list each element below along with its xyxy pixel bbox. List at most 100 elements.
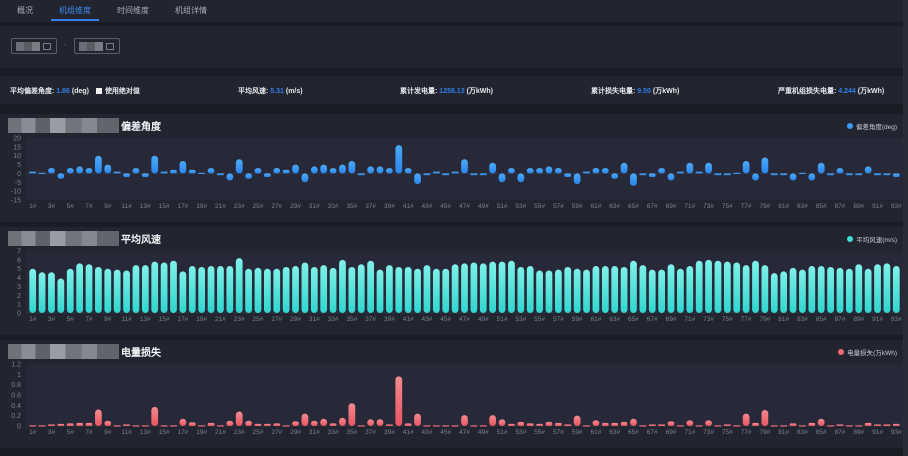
bar[interactable] [845,173,853,176]
bar[interactable] [592,266,600,313]
bar[interactable] [235,258,243,313]
bar[interactable] [517,421,525,426]
bar[interactable] [423,173,431,176]
bar[interactable] [263,423,271,426]
bar[interactable] [545,166,553,174]
bar[interactable] [151,155,159,174]
bar[interactable] [263,173,271,177]
bar[interactable] [630,173,637,186]
bar[interactable] [141,173,149,177]
bar[interactable] [789,173,797,181]
bar[interactable] [188,169,196,174]
bar[interactable] [742,413,750,426]
bar[interactable] [217,266,224,313]
bar[interactable] [170,260,177,313]
bar[interactable] [770,173,778,176]
bar[interactable] [292,266,299,313]
bar[interactable] [611,173,619,179]
bar[interactable] [517,173,525,183]
bar[interactable] [104,420,112,426]
bar[interactable] [686,266,694,313]
bar[interactable] [667,421,675,426]
bar[interactable] [874,424,881,426]
bar[interactable] [348,161,356,174]
bar[interactable] [470,262,478,313]
tab-time-dimension[interactable]: 时间维度 [117,6,149,15]
bar[interactable] [601,266,609,313]
scrollbar-track[interactable] [903,0,908,456]
bar[interactable] [48,424,55,426]
bar[interactable] [470,173,478,176]
bar[interactable] [677,171,684,174]
bar[interactable] [432,425,440,427]
bar[interactable] [198,172,206,175]
bar[interactable] [677,268,684,313]
bar[interactable] [376,419,384,426]
bar[interactable] [179,161,187,174]
bar[interactable] [601,422,609,426]
bar[interactable] [714,173,722,176]
bar[interactable] [132,168,140,174]
bar[interactable] [301,173,309,183]
bar[interactable] [339,164,346,174]
bar[interactable] [723,261,731,313]
bar[interactable] [592,420,600,426]
bar[interactable] [517,266,525,313]
bar[interactable] [808,422,816,426]
bar[interactable] [235,411,243,426]
bar[interactable] [76,263,84,313]
bar[interactable] [780,173,788,176]
bar[interactable] [639,265,647,313]
bar[interactable] [423,265,431,313]
bar[interactable] [789,267,797,313]
bar[interactable] [414,173,421,185]
bar[interactable] [667,264,675,313]
bar[interactable] [160,171,168,174]
bar[interactable] [348,266,356,313]
bar[interactable] [817,162,825,174]
bar[interactable] [583,425,590,427]
bar[interactable] [292,421,299,426]
bar[interactable] [723,173,731,176]
bar[interactable] [479,173,487,176]
bar[interactable] [395,145,403,174]
bar[interactable] [752,260,759,313]
bar[interactable] [198,425,206,427]
bar[interactable] [57,173,65,179]
bar[interactable] [85,264,93,313]
bar[interactable] [508,260,515,313]
bar[interactable] [883,424,891,426]
bar[interactable] [845,268,853,313]
bar[interactable] [292,164,299,174]
bar[interactable] [799,269,806,313]
bar[interactable] [329,168,337,174]
bar[interactable] [883,173,891,176]
bar[interactable] [554,168,562,174]
bar[interactable] [752,422,759,426]
bar[interactable] [601,168,609,174]
bar[interactable] [658,424,666,426]
bar[interactable] [357,264,365,313]
bar[interactable] [57,423,65,426]
bar[interactable] [648,173,656,177]
bar[interactable] [432,268,440,313]
bar[interactable] [705,162,712,174]
bar[interactable] [695,425,703,427]
bar[interactable] [630,260,637,313]
use-absolute-label[interactable]: 使用绝对值 [104,88,140,95]
bar[interactable] [770,425,778,427]
bar[interactable] [761,409,769,426]
bar[interactable] [85,422,93,426]
bar[interactable] [141,425,149,427]
bar[interactable] [76,166,84,174]
bar[interactable] [263,268,271,313]
bar[interactable] [620,421,628,426]
bar[interactable] [329,267,337,313]
bar[interactable] [677,425,684,427]
bar[interactable] [367,166,375,174]
bar[interactable] [282,169,290,174]
bar[interactable] [855,173,863,176]
bar[interactable] [301,413,309,426]
bar[interactable] [686,420,694,426]
bar[interactable] [245,268,252,313]
